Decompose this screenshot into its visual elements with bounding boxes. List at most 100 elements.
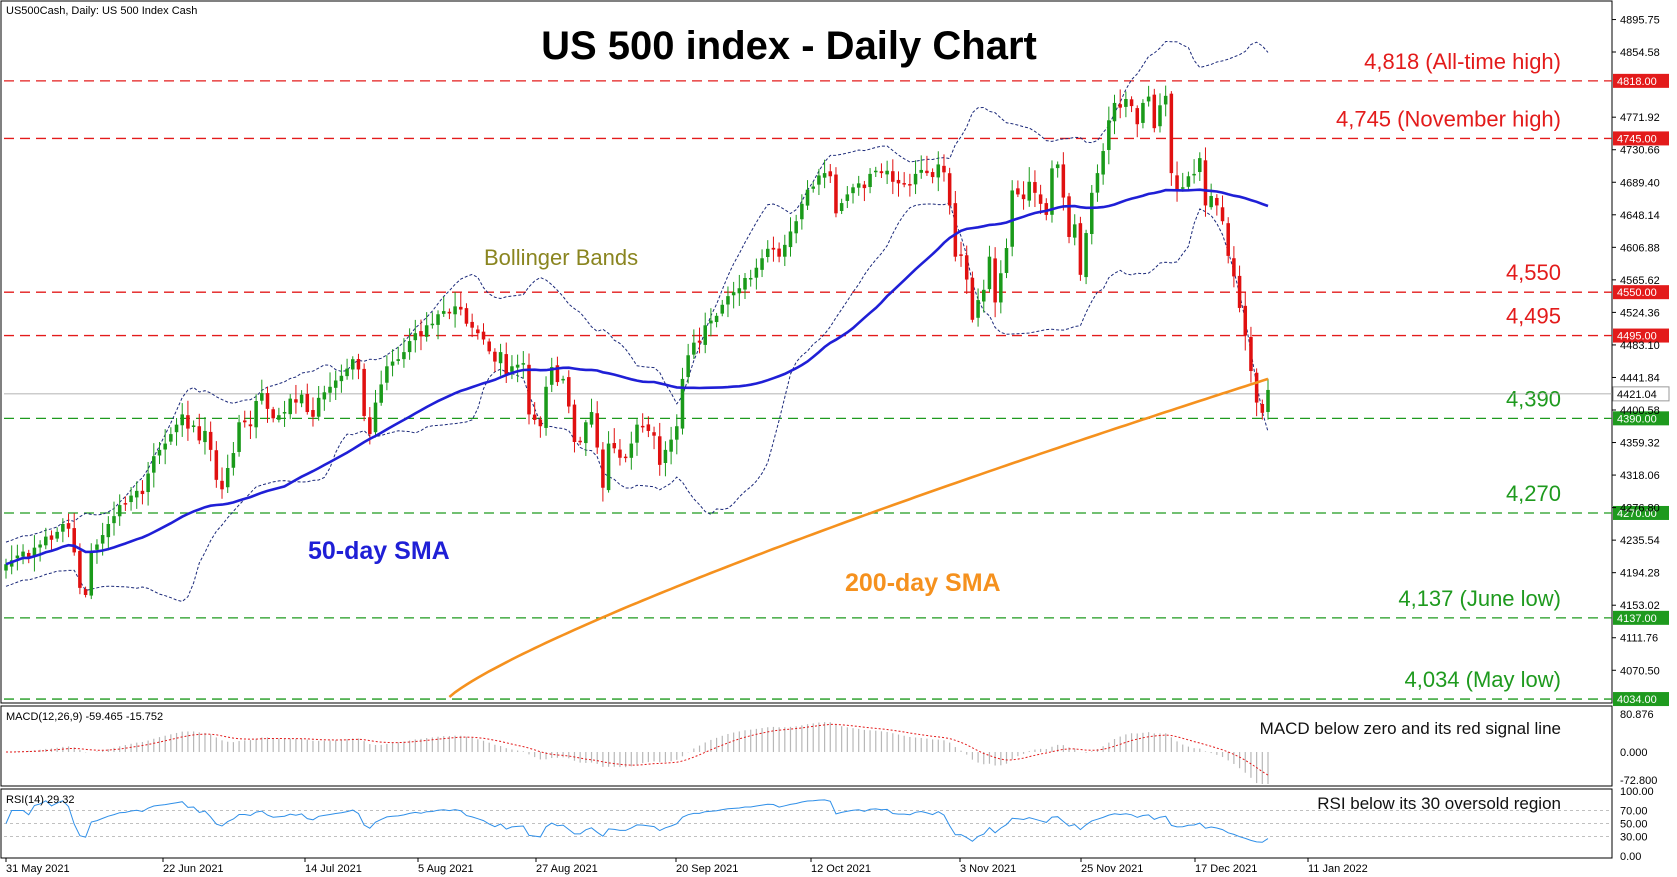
macd-axis-label: 0.000 xyxy=(1620,747,1648,759)
candle-body xyxy=(106,524,111,538)
candle-body xyxy=(89,550,94,596)
candle-body xyxy=(697,340,702,343)
candle-body xyxy=(891,171,895,182)
candle-body xyxy=(55,531,59,539)
candle-body xyxy=(436,314,440,325)
candle-body xyxy=(947,173,952,206)
level-price-tag xyxy=(1613,692,1669,707)
x-tick-label: 5 Aug 2021 xyxy=(418,863,474,875)
candle-body xyxy=(817,175,821,185)
rsi-note: RSI below its 30 oversold region xyxy=(1317,794,1561,813)
candle-body xyxy=(982,289,986,302)
candle-body xyxy=(970,277,975,320)
macd-note: MACD below zero and its red signal line xyxy=(1260,719,1561,738)
sma200-line xyxy=(448,377,1269,699)
candle-body xyxy=(299,394,304,404)
candle-body xyxy=(1220,207,1225,222)
candle-body xyxy=(845,194,850,201)
level-price-tag-text: 4137.00 xyxy=(1617,613,1657,625)
candle-body xyxy=(527,364,531,415)
candle-body xyxy=(1186,176,1191,187)
candle-body xyxy=(606,443,611,491)
candle-body xyxy=(703,325,707,345)
candle-body xyxy=(294,399,298,403)
y-tick-label: 4111.76 xyxy=(1620,633,1658,645)
bollinger-upper xyxy=(5,40,1269,543)
rsi-axis-label: 0.00 xyxy=(1620,851,1641,863)
candle-body xyxy=(402,352,406,360)
candle-body xyxy=(1078,223,1083,275)
candle-body xyxy=(117,505,122,517)
candle-body xyxy=(623,456,628,459)
candle-body xyxy=(959,254,963,256)
bollinger-lower xyxy=(5,202,1269,603)
macd-axis-label: -72.800 xyxy=(1620,775,1657,787)
candle-body xyxy=(191,425,196,427)
current-price-tag xyxy=(1612,386,1670,402)
candle-body xyxy=(424,325,429,337)
candle-body xyxy=(1135,108,1140,125)
candle-body xyxy=(1118,104,1122,108)
rsi-axis-label: 30.00 xyxy=(1620,832,1648,844)
candle-body xyxy=(760,258,764,270)
candle-body xyxy=(311,410,315,417)
sma50-label: 50-day SMA xyxy=(308,537,450,565)
candle-body xyxy=(157,449,162,456)
candle-body xyxy=(362,368,366,416)
candle-body xyxy=(1072,224,1077,238)
y-tick-label: 4235.54 xyxy=(1620,535,1660,547)
candle-body xyxy=(1266,389,1270,412)
candle-body xyxy=(441,311,446,314)
candle-body xyxy=(1158,105,1162,127)
y-tick-label: 4318.06 xyxy=(1620,470,1660,482)
candle-body xyxy=(356,359,361,370)
candle-body xyxy=(1084,233,1088,278)
candle-body xyxy=(78,550,82,588)
level-label: 4,495 xyxy=(1506,304,1561,329)
candle-body xyxy=(214,450,219,480)
candle-body xyxy=(305,393,310,413)
candle-body xyxy=(1254,372,1259,403)
candle-body xyxy=(896,179,901,184)
candle-body xyxy=(663,449,668,463)
candle-body xyxy=(765,248,770,257)
candle-body xyxy=(379,384,383,403)
candle-body xyxy=(1232,258,1236,277)
candle-body xyxy=(1016,188,1020,195)
candle-body xyxy=(612,443,617,449)
candle-body xyxy=(83,589,88,595)
level-label: 4,270 xyxy=(1506,481,1561,506)
candle-body xyxy=(987,256,992,290)
candle-body xyxy=(646,424,651,431)
candle-body xyxy=(180,414,184,426)
candle-body xyxy=(828,171,833,177)
candle-body xyxy=(1215,197,1219,206)
chart-title: US 500 index - Daily Chart xyxy=(541,24,1037,68)
macd-layer: 80.876 0.000 -72.800 xyxy=(6,709,1657,787)
y-tick-label: 4771.92 xyxy=(1620,112,1660,124)
candle-body xyxy=(572,404,577,442)
x-tick-label: 17 Dec 2021 xyxy=(1195,863,1257,875)
candle-body xyxy=(862,184,867,189)
candle-body xyxy=(225,468,230,488)
candle-body xyxy=(1061,164,1066,198)
sma50-line xyxy=(5,188,1269,566)
bollinger-label: Bollinger Bands xyxy=(484,245,638,270)
candle-body xyxy=(288,398,292,415)
candle-body xyxy=(100,535,105,544)
candle-body xyxy=(783,244,787,257)
candle-body xyxy=(498,352,503,364)
candle-body xyxy=(493,351,497,362)
candle-body xyxy=(430,323,435,326)
y-tick-label: 4483.10 xyxy=(1620,340,1660,352)
candle-body xyxy=(1237,275,1242,308)
level-label: 4,137 (June low) xyxy=(1398,586,1561,611)
candle-body xyxy=(771,247,776,250)
candle-body xyxy=(316,397,321,417)
candle-body xyxy=(61,524,65,532)
y-tick-label: 4070.50 xyxy=(1620,665,1660,677)
macd-header: MACD(12,26,9) -59.465 -15.752 xyxy=(6,711,163,723)
candle-body xyxy=(174,424,179,433)
candle-body xyxy=(277,415,281,420)
